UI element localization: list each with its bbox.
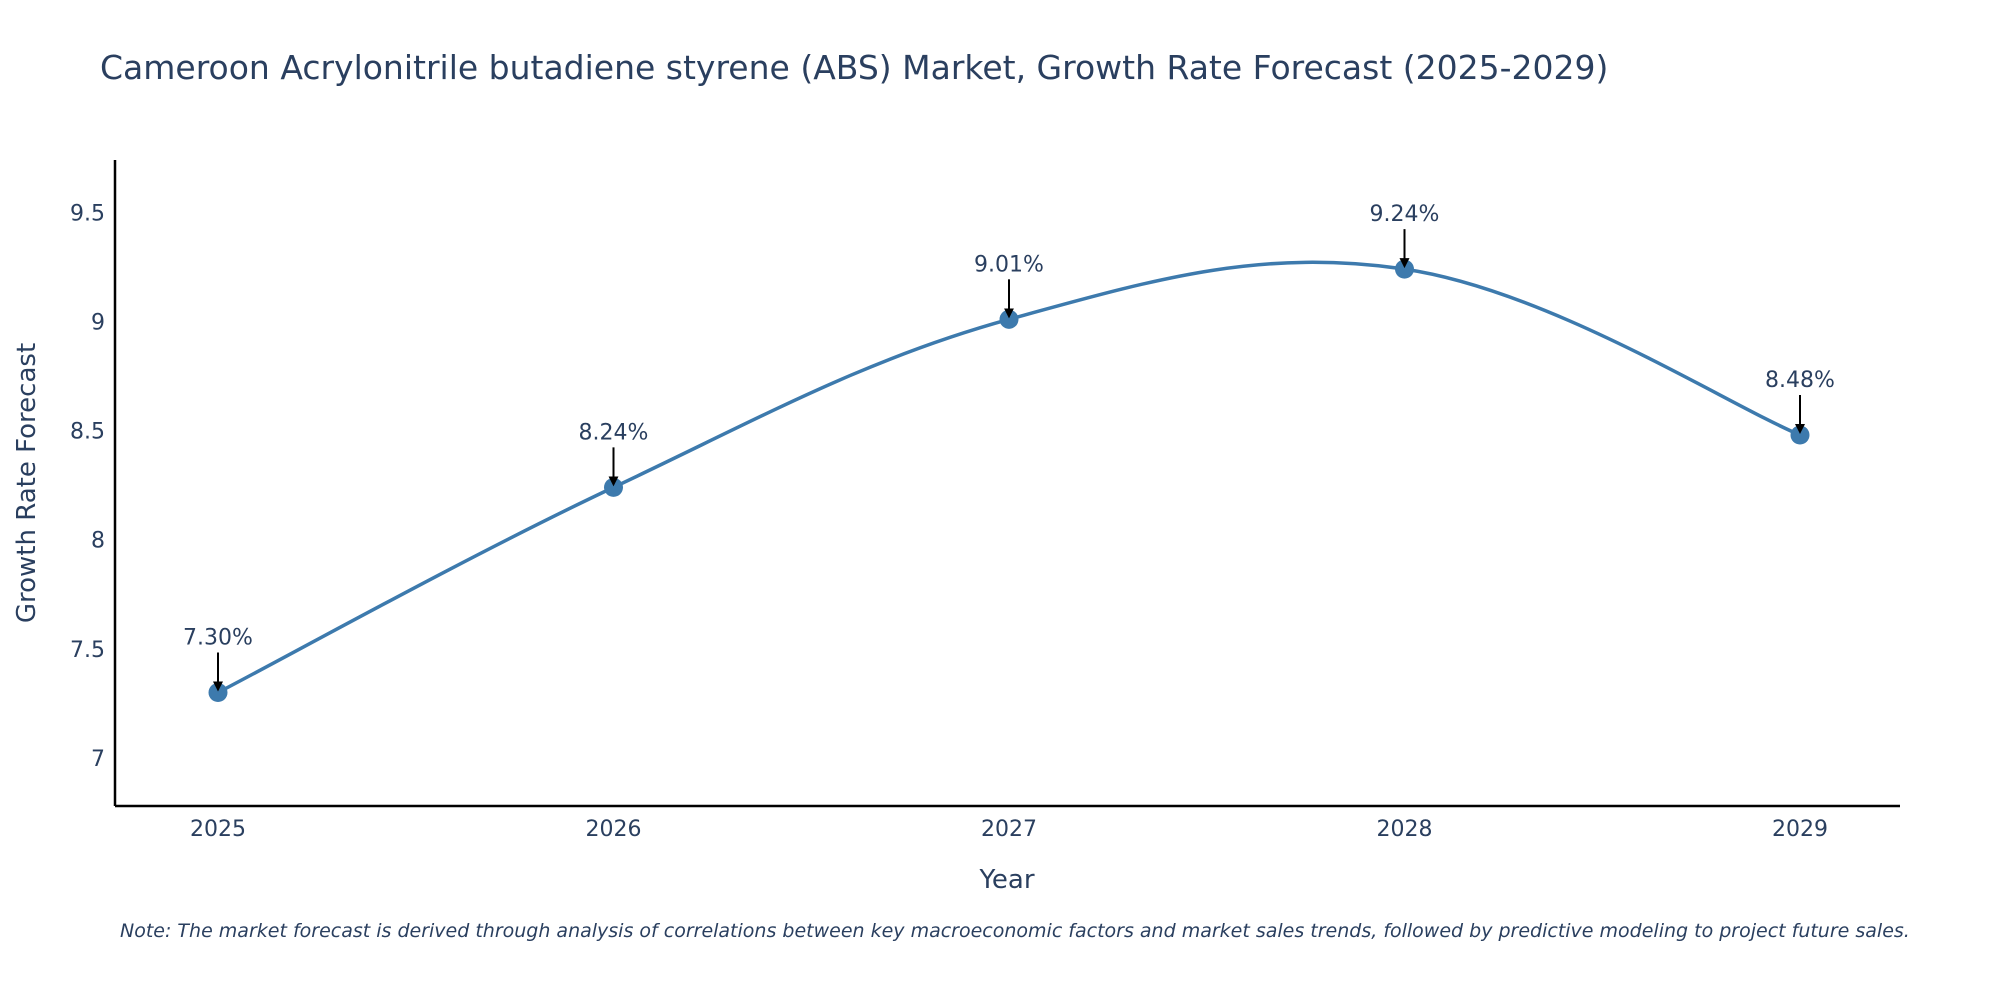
x-tick-label: 2029 <box>1772 817 1828 842</box>
data-label-2027: 9.01% <box>974 252 1044 277</box>
x-tick-label: 2027 <box>981 817 1037 842</box>
y-tick-label: 9 <box>91 311 105 336</box>
data-label-2025: 7.30% <box>183 626 253 651</box>
x-tick-label: 2028 <box>1377 817 1433 842</box>
y-tick-label: 9.5 <box>70 201 105 226</box>
x-tick-label: 2026 <box>586 817 642 842</box>
y-axis-ticks: 7 7.5 8 8.5 9 9.5 <box>70 201 105 772</box>
y-tick-label: 8.5 <box>70 420 105 445</box>
chart-title: Cameroon Acrylonitrile butadiene styrene… <box>100 48 1609 87</box>
data-markers <box>208 259 1810 703</box>
y-axis-title: Growth Rate Forecast <box>12 343 42 623</box>
data-label-2026: 8.24% <box>579 420 649 445</box>
x-axis-ticks: 2025 2026 2027 2028 2029 <box>190 817 1828 842</box>
data-label-2029: 8.48% <box>1765 368 1835 393</box>
y-tick-label: 7 <box>91 747 105 772</box>
y-tick-label: 8 <box>91 529 105 554</box>
data-label-2028: 9.24% <box>1370 202 1440 227</box>
x-axis-title: Year <box>978 865 1034 895</box>
data-annotations: 7.30% 8.24% 9.01% 9.24% 8.48% <box>183 202 1835 692</box>
x-tick-label: 2025 <box>190 817 246 842</box>
forecast-note: Note: The market forecast is derived thr… <box>120 920 1910 942</box>
y-tick-label: 7.5 <box>70 638 105 663</box>
